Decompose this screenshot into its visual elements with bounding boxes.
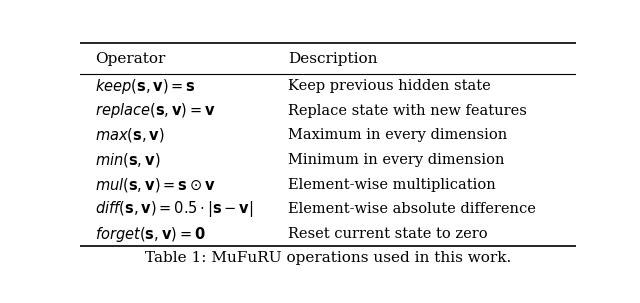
Text: $mul(\mathbf{s}, \mathbf{v}) = \mathbf{s} \odot \mathbf{v}$: $mul(\mathbf{s}, \mathbf{v}) = \mathbf{s… [95,176,216,194]
Text: Maximum in every dimension: Maximum in every dimension [288,128,508,142]
Text: Operator: Operator [95,52,165,65]
Text: $forget(\mathbf{s}, \mathbf{v}) = \mathbf{0}$: $forget(\mathbf{s}, \mathbf{v}) = \mathb… [95,225,205,244]
Text: $replace(\mathbf{s}, \mathbf{v}) = \mathbf{v}$: $replace(\mathbf{s}, \mathbf{v}) = \math… [95,101,216,120]
Text: Element-wise absolute difference: Element-wise absolute difference [288,202,536,216]
Text: Description: Description [288,52,378,65]
Text: Keep previous hidden state: Keep previous hidden state [288,79,491,93]
Text: Reset current state to zero: Reset current state to zero [288,227,488,241]
Text: Element-wise multiplication: Element-wise multiplication [288,178,496,192]
Text: Replace state with new features: Replace state with new features [288,104,527,118]
Text: $diff(\mathbf{s}, \mathbf{v}) = 0.5 \cdot |\mathbf{s} - \mathbf{v}|$: $diff(\mathbf{s}, \mathbf{v}) = 0.5 \cdo… [95,199,253,219]
Text: $max(\mathbf{s}, \mathbf{v})$: $max(\mathbf{s}, \mathbf{v})$ [95,126,164,144]
Text: $min(\mathbf{s}, \mathbf{v})$: $min(\mathbf{s}, \mathbf{v})$ [95,151,160,169]
Text: Minimum in every dimension: Minimum in every dimension [288,153,505,167]
Text: $keep(\mathbf{s}, \mathbf{v}) = \mathbf{s}$: $keep(\mathbf{s}, \mathbf{v}) = \mathbf{… [95,77,196,95]
Text: Table 1: MuFuRU operations used in this work.: Table 1: MuFuRU operations used in this … [145,251,511,265]
